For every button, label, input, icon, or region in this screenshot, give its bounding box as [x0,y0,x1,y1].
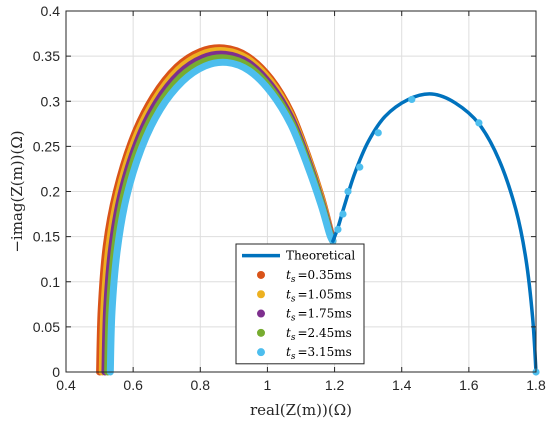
x-tick-label: 0.4 [56,377,76,393]
theoretical-marker [344,187,352,196]
legend-swatch-5 [257,348,265,357]
x-tick-label: 1.2 [325,377,345,393]
theoretical-line [331,92,538,374]
legend-label-theoretical: Theoretical [286,249,355,263]
y-tick-label: 0.3 [41,93,61,109]
y-axis-label: −imag(Z(m))(Ω) [8,130,26,252]
theoretical-marker [356,163,364,171]
y-tick-label: 0.4 [41,3,61,19]
theoretical-marker [334,225,342,234]
legend-swatch-2 [257,290,265,299]
x-tick-label: 1.6 [459,377,479,393]
y-tick-label: 0.1 [41,274,61,290]
x-tick-label: 1 [264,377,272,393]
legend-swatch-1 [257,270,265,279]
y-tick-label: 0.05 [33,319,60,335]
x-tick-label: 1.4 [392,377,412,393]
theoretical-marker [475,119,483,127]
x-tick-label: 0.6 [123,377,143,393]
y-tick-label: 0.25 [33,138,60,154]
theoretical-marker [408,95,416,104]
x-axis-label: real(Z(m))(Ω) [250,401,352,419]
theoretical-marker [374,129,382,137]
x-tick-label: 1.8 [526,377,546,393]
legend: Theoretical ts =0.35ms ts =1.05ms ts =1.75ms ts… [235,243,365,365]
legend-label-5: ts =3.15ms [286,345,352,362]
legend-label-4: ts =2.45ms [286,326,352,343]
series-line-5 [106,58,337,376]
y-tick-label: 0 [52,364,60,380]
ticks: 0.4 0.6 0.8 1 1.2 1.4 1.6 1.8 0 0.05 0.1 0.15 0.2 0.2… [33,3,546,393]
legend-box [235,243,365,365]
x-tick-label: 0.8 [191,377,211,393]
legend-label-2: ts =1.05ms [286,287,352,304]
legend-label-1: ts =0.35ms [286,268,352,285]
y-tick-label: 0.2 [41,184,61,200]
legend-swatch-3 [257,309,265,318]
y-tick-label: 0.35 [33,48,60,64]
plot-area [96,44,540,376]
theoretical-marker [339,210,347,218]
legend-swatch-4 [257,328,265,337]
y-tick-label: 0.15 [33,229,60,245]
legend-label-3: ts =1.75ms [286,307,352,324]
